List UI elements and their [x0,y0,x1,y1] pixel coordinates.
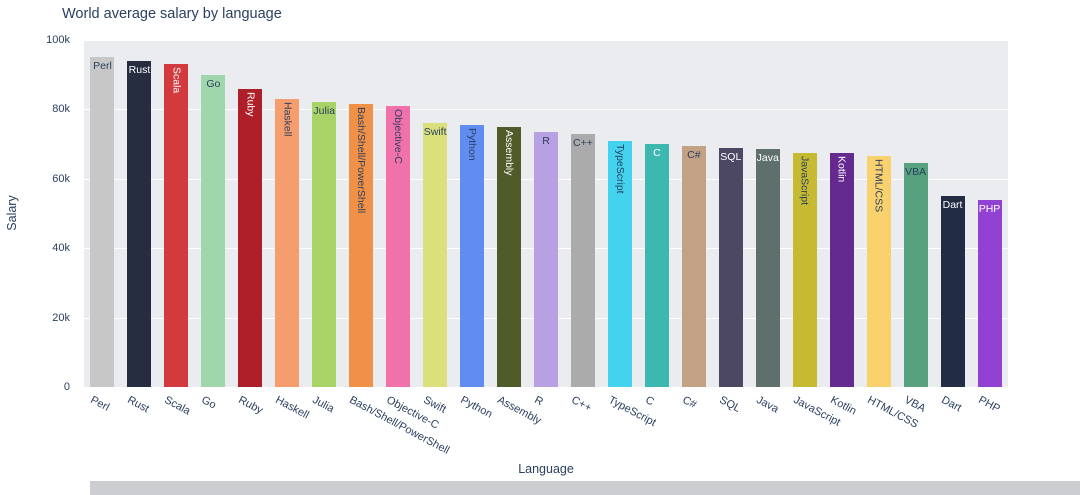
bar-python[interactable]: Python [460,125,485,387]
bar-html-css[interactable]: HTML/CSS [866,156,891,387]
x-tick-label: Java [754,394,781,416]
bar-label: Haskell [281,102,294,137]
bar-perl[interactable]: Perl [90,57,115,387]
x-tick-label: Haskell [273,394,312,422]
bar-go[interactable]: Go [201,74,226,387]
bar-label: Scala [170,67,183,94]
bar-label: Julia [313,105,336,118]
bar-objective-c[interactable]: Objective-C [386,105,411,387]
gridline [84,109,1008,111]
x-tick-label: SQL [717,394,743,415]
bar-javascript[interactable]: JavaScript [792,152,817,387]
bar-rust[interactable]: Rust [127,60,152,387]
x-tick-label: Rust [125,394,152,416]
bar-vba[interactable]: VBA [903,163,928,387]
chart-title: World average salary by language [62,6,282,22]
horizontal-scrollbar[interactable] [90,481,1080,495]
bar-dart[interactable]: Dart [940,196,965,387]
bar-label: Rust [128,63,151,76]
x-axis-ticks: Perl Rust Scala Go Ruby Haskell Julia Bash/Shel… [84,390,1008,460]
bar-c[interactable]: C [644,144,669,387]
y-axis-ticks: 0 20k 40k 60k 80k 100k [0,34,78,393]
x-tick-label: Scala [162,394,193,418]
gridline [84,40,1008,41]
y-tick-label: 20k [52,311,70,324]
bar-r[interactable]: R [534,131,558,387]
y-tick-label: 100k [46,34,70,46]
bar-label: C++ [573,136,593,149]
y-tick-label: 60k [52,172,70,185]
bar-label: Objective-C [392,108,405,164]
bar-label: Python [466,128,479,161]
x-tick-label: Ruby [236,394,265,417]
x-axis-title: Language [518,462,574,476]
bar-scala[interactable]: Scala [164,64,189,387]
bar-label: Kotlin [835,155,848,183]
bar-label: C# [687,148,701,161]
x-tick-label: Go [199,394,219,412]
bar-julia[interactable]: Julia [312,102,337,387]
y-tick-label: 0 [63,381,70,393]
bar-bash-shell-powershell[interactable]: Bash/Shell/PowerShell [349,104,374,387]
bar-haskell[interactable]: Haskell [275,99,300,387]
x-tick-label: Python [458,394,495,421]
bar-label: TypeScript [613,143,626,194]
bar-label: HTML/CSS [872,159,885,213]
bar-label: Swift [423,126,447,139]
y-tick-label: 80k [52,103,70,116]
bar-label: Ruby [244,91,257,117]
x-tick-label: R [532,394,546,409]
x-tick-label: Dart [938,394,963,415]
bar-java[interactable]: Java [755,149,780,387]
bar-label: Bash/Shell/PowerShell [355,107,368,214]
bar-label: R [542,134,550,147]
bar-c#[interactable]: C# [681,145,706,387]
bar-label: Java [756,152,779,165]
bar-label: Assembly [503,129,516,176]
y-tick-label: 40k [52,242,70,255]
bar-ruby[interactable]: Ruby [238,88,263,387]
bar-label: C [653,147,661,160]
bar-sql[interactable]: SQL [718,147,743,387]
bar-label: Dart [942,199,963,212]
bar-label: JavaScript [798,155,811,205]
x-tick-label: Julia [310,394,337,416]
bar-typescript[interactable]: TypeScript [607,140,632,387]
bar-label: Go [206,77,221,90]
x-tick-label: PHP [975,394,1002,416]
bar-kotlin[interactable]: Kotlin [829,152,854,387]
x-tick-label: C [643,394,656,409]
x-tick-label: C++ [569,394,594,415]
bar-assembly[interactable]: Assembly [497,126,522,387]
x-tick-label: Perl [88,394,112,414]
bar-label: VBA [905,166,927,179]
x-tick-label: C# [680,394,699,412]
bar-php[interactable]: PHP [977,199,1002,387]
plot-area: Perl Rust Scala Go Ruby Haskell Julia Bash/Shel… [84,40,1008,387]
bar-label: PHP [978,202,1001,215]
bar-label: Perl [93,60,112,73]
bar-label: SQL [720,150,742,163]
bar-c++[interactable]: C++ [570,133,595,387]
bar-swift[interactable]: Swift [423,123,448,387]
